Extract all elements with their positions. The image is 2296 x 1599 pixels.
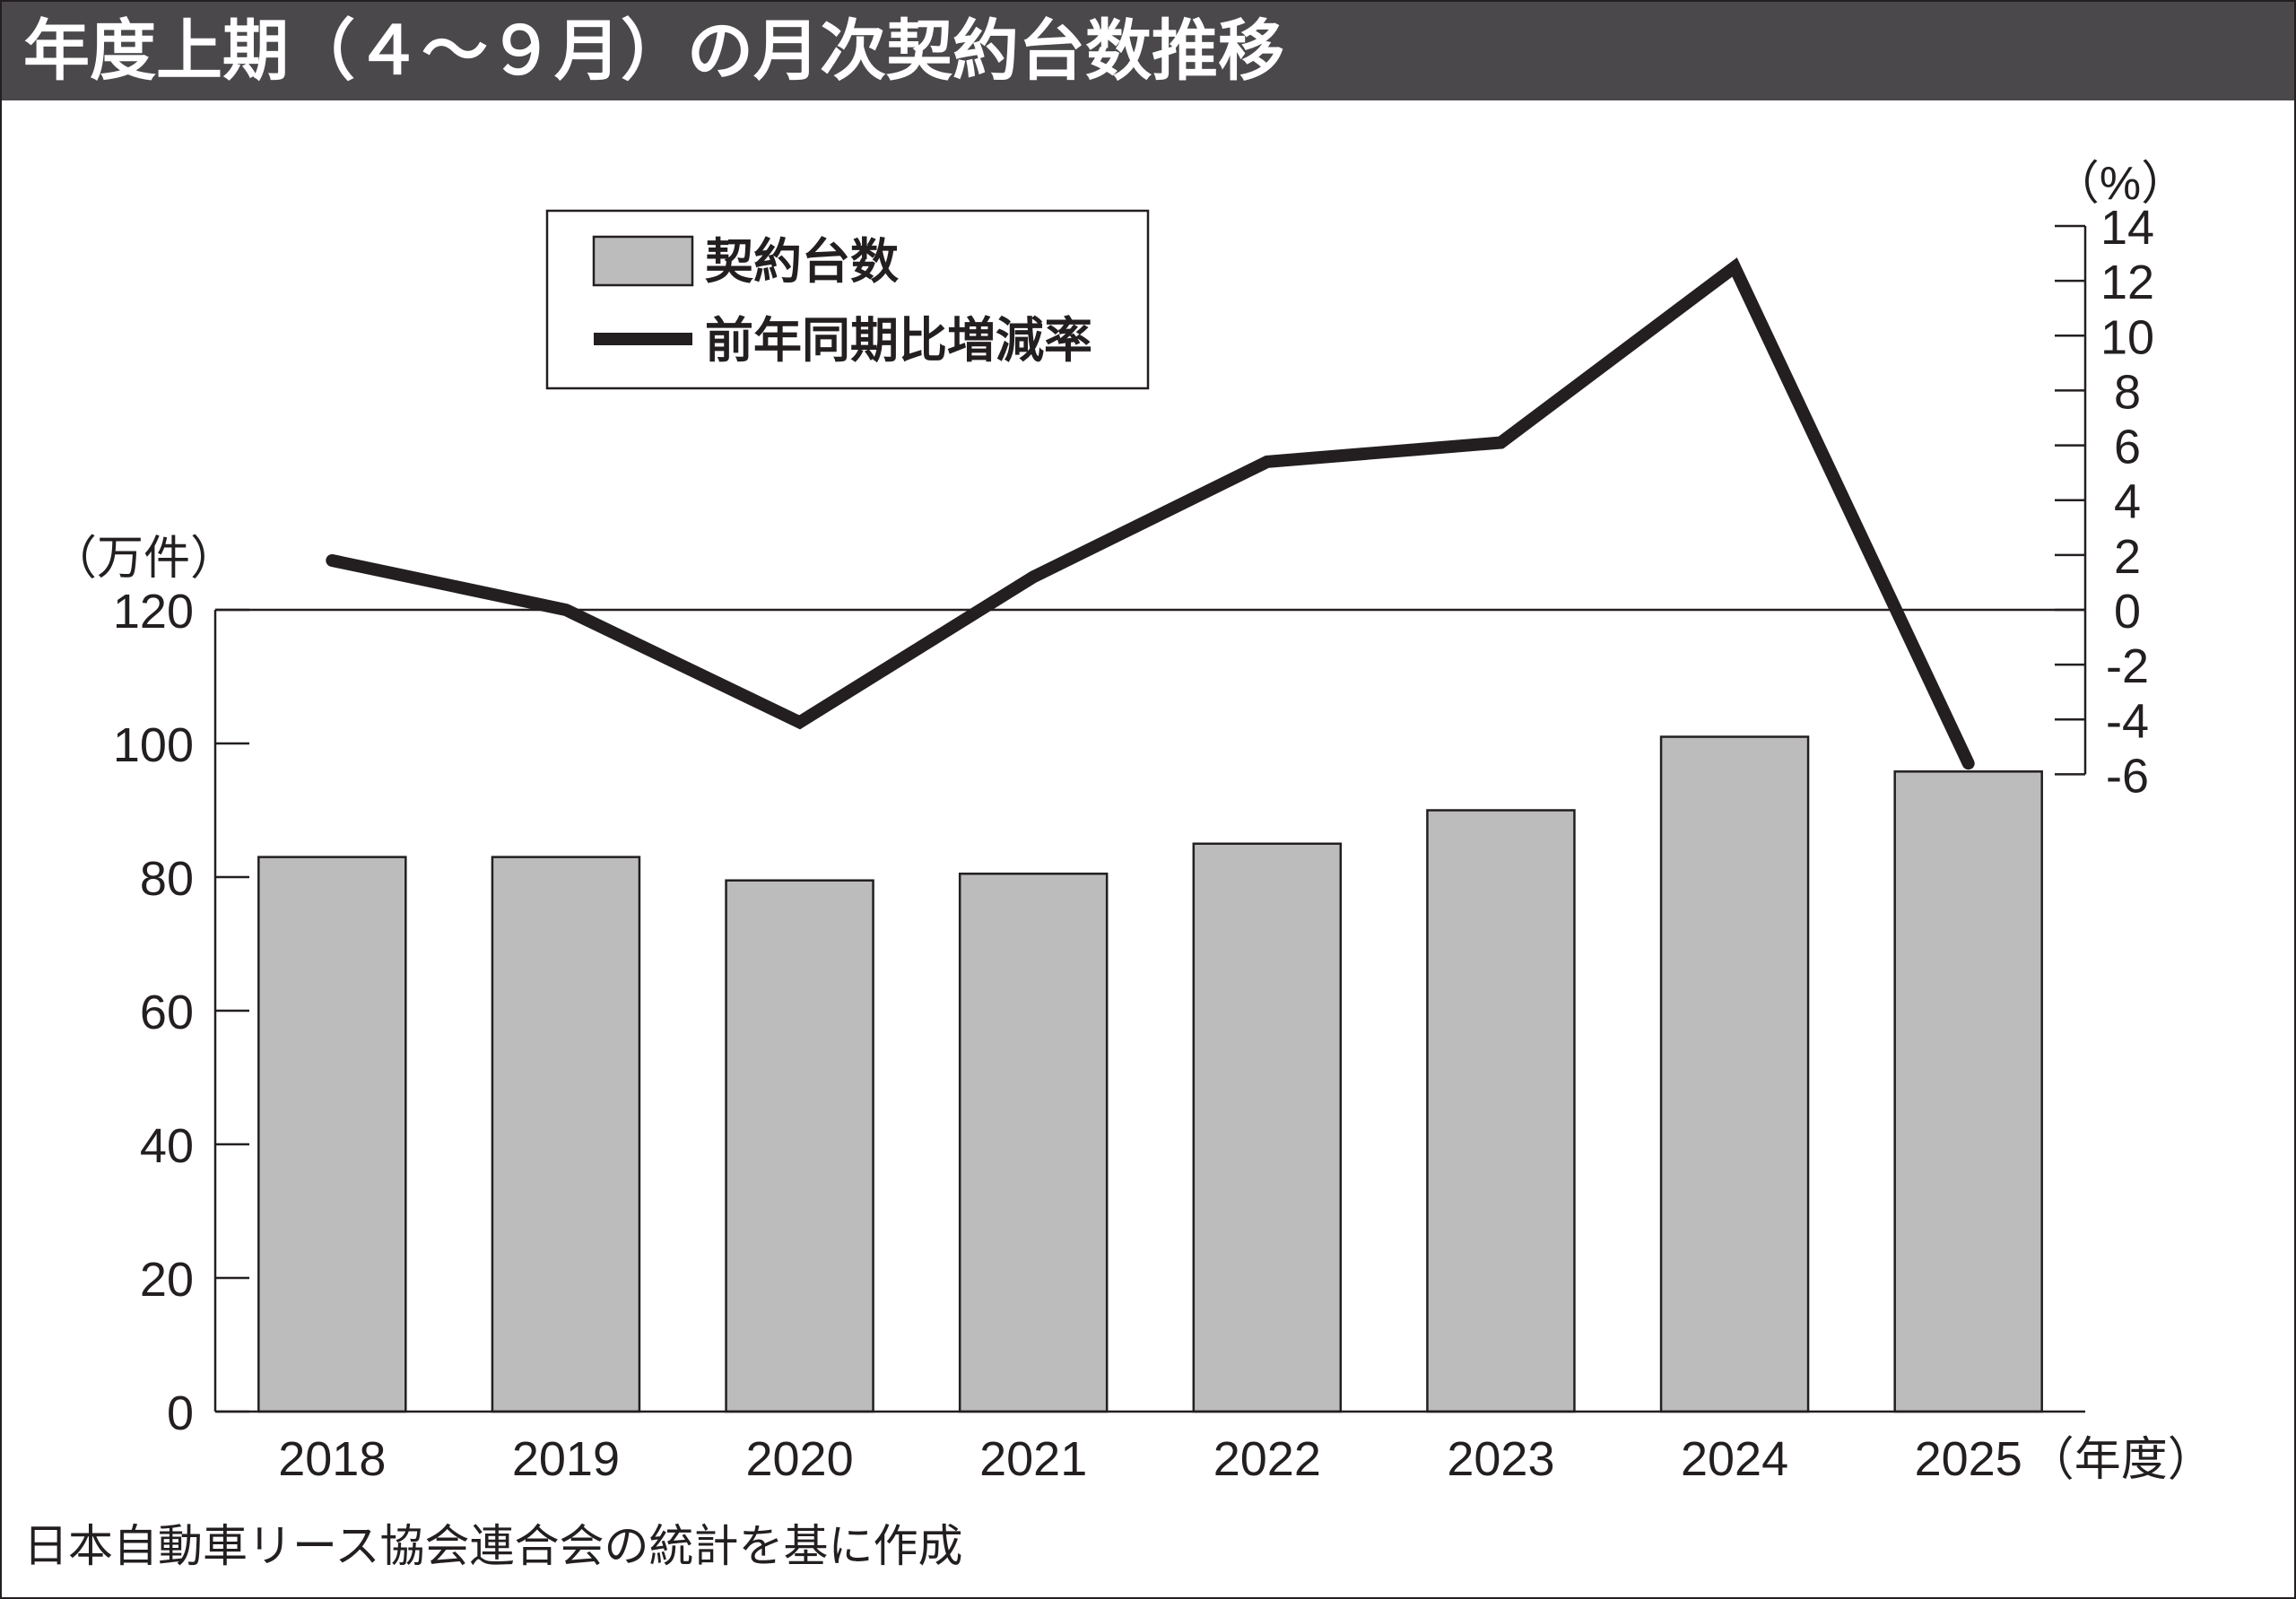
bar <box>1426 809 1576 1413</box>
line-point <box>1964 760 1972 768</box>
y-right-tick-label: -2 <box>2106 639 2149 693</box>
y-left-tick-label: 0 <box>167 1386 194 1440</box>
y-left-tick-label: 60 <box>140 986 194 1039</box>
line-point <box>1731 263 1739 271</box>
x-tick-label: 2024 <box>1681 1432 1788 1486</box>
bar <box>725 879 874 1413</box>
bar-series <box>257 735 2043 1413</box>
y-left-unit: （万件） <box>50 533 237 585</box>
y-right-tick-label: 6 <box>2114 421 2141 474</box>
title-bar: 年度上期（４～９月）の月次契約台数推移 <box>2 2 2294 100</box>
y-right-tick-label: -6 <box>2106 749 2149 803</box>
y-right-tick-label: 4 <box>2114 475 2141 529</box>
y-right-tick-label: 12 <box>2100 256 2154 309</box>
line-point <box>328 556 336 564</box>
y-left-tick-label: 80 <box>140 852 194 906</box>
y-left-tick-label: 40 <box>140 1119 194 1173</box>
line-path <box>326 257 1975 770</box>
x-tick-label: 2021 <box>979 1432 1087 1486</box>
bar <box>958 873 1109 1413</box>
y-left-tick-label: 120 <box>113 585 194 639</box>
x-tick-label: 2022 <box>1213 1432 1321 1486</box>
legend-line-label: 前年同期比増減率 <box>705 314 1092 368</box>
x-tick-label: 2020 <box>745 1432 853 1486</box>
line-point <box>796 718 804 726</box>
y-right-tick-label: 0 <box>2114 585 2141 639</box>
line-point <box>1030 573 1038 581</box>
bar <box>1893 770 2043 1413</box>
y-right-tick-label: 14 <box>2100 201 2154 255</box>
y-left-tick-label: 100 <box>113 718 194 772</box>
y-right-tick-label: 2 <box>2114 530 2141 584</box>
chart-title: 年度上期（４～９月）の月次契約台数推移 <box>23 13 1284 90</box>
x-unit: （年度） <box>2028 1434 2214 1486</box>
line-point <box>1263 457 1271 465</box>
legend-bar-label: 契約台数 <box>705 235 899 289</box>
source-note: 日本自動車リース協会連合会の統計を基に作成 <box>23 1520 963 1572</box>
legend-bar-swatch <box>592 235 694 287</box>
bar <box>1659 735 1810 1413</box>
y-right-tick-label: -4 <box>2106 694 2149 748</box>
x-tick-label: 2023 <box>1447 1432 1554 1486</box>
x-tick-label: 2025 <box>1915 1432 2022 1486</box>
line-series <box>326 257 1975 770</box>
line-point <box>1497 439 1505 447</box>
y-right-tick-label: 8 <box>2114 365 2141 419</box>
bar <box>491 856 641 1413</box>
x-tick-label: 2019 <box>512 1432 620 1486</box>
y-right-tick-label: 10 <box>2100 310 2154 364</box>
bar <box>257 856 407 1413</box>
bar <box>1192 842 1343 1413</box>
line-point <box>561 606 570 613</box>
y-right-unit: （%） <box>2053 158 2187 210</box>
y-left-tick-label: 20 <box>140 1253 194 1307</box>
x-tick-label: 2018 <box>278 1432 386 1486</box>
